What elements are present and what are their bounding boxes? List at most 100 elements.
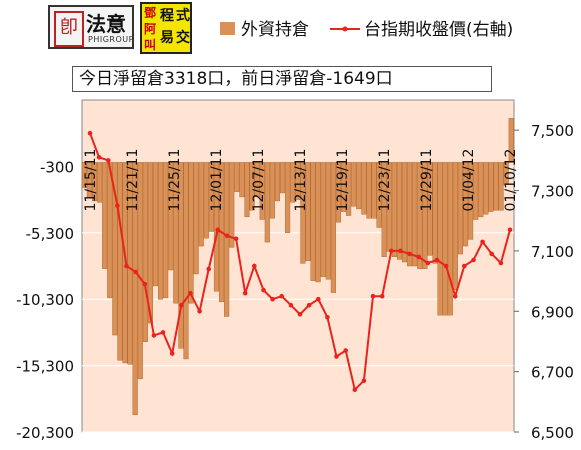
bar <box>178 162 184 349</box>
bar <box>325 162 331 280</box>
x-tick-label: 12/01/11 <box>209 149 225 212</box>
legend-bar-swatch <box>220 22 235 35</box>
price-point <box>160 330 166 335</box>
bar <box>310 162 316 281</box>
bar <box>158 162 164 300</box>
x-tick-label: 12/29/11 <box>419 149 435 212</box>
price-point <box>224 233 230 239</box>
price-point <box>133 269 138 275</box>
left-tick-label: -5,300 <box>26 225 74 243</box>
price-point <box>480 239 485 245</box>
legend-line-label: 台指期收盤價(右軸) <box>364 20 513 40</box>
legend-line-marker <box>342 26 348 32</box>
bar <box>315 162 321 283</box>
right-tick-label: 7,100 <box>531 243 574 261</box>
bar <box>81 162 87 188</box>
legend-bar-label: 外資持倉 <box>241 20 309 40</box>
price-point <box>407 251 412 257</box>
bar <box>127 162 133 365</box>
price-point <box>389 248 394 254</box>
bar <box>381 162 387 257</box>
price-point <box>452 293 458 299</box>
price-point <box>142 281 148 287</box>
right-tick-label: 6,700 <box>531 364 574 382</box>
bar <box>335 162 341 223</box>
bar <box>488 162 494 212</box>
bar <box>452 162 458 291</box>
bar <box>366 162 372 219</box>
bar <box>280 162 286 194</box>
bar <box>401 162 408 263</box>
bar <box>264 162 270 243</box>
price-point <box>471 257 476 263</box>
bar <box>371 162 377 219</box>
bar <box>86 162 92 199</box>
price-point <box>352 387 358 393</box>
bar <box>437 162 443 316</box>
left-tick-label: -300 <box>40 158 74 176</box>
price-point <box>261 287 266 293</box>
bar <box>468 162 474 240</box>
price-point <box>462 263 467 269</box>
bar <box>493 162 499 211</box>
legend: 外資持倉 台指期收盤價(右軸) <box>220 20 513 40</box>
bar <box>107 162 113 299</box>
bar <box>269 162 275 219</box>
x-tick-labels: 11/15/11 11/21/11 11/25/11 12/01/11 12/07/11… <box>83 149 519 212</box>
logo-char: 程 <box>160 8 174 24</box>
price-point <box>306 302 312 308</box>
bar <box>356 162 362 210</box>
left-tick-label: -20,300 <box>16 424 74 442</box>
bar <box>361 162 367 215</box>
bar <box>508 118 514 163</box>
bar <box>163 162 169 299</box>
bar <box>259 162 265 220</box>
price-point <box>316 296 321 302</box>
bar <box>391 162 397 257</box>
bar <box>137 162 143 380</box>
price-point <box>288 302 294 308</box>
price-point <box>87 130 93 136</box>
bar <box>478 162 484 218</box>
bar <box>188 162 194 304</box>
price-point <box>242 290 248 296</box>
bar <box>213 162 220 292</box>
right-tick-label: 6,500 <box>531 424 574 442</box>
bar <box>285 162 291 233</box>
x-tick-label: 11/21/11 <box>125 149 141 212</box>
bar <box>432 162 438 264</box>
right-tick-label: 7,500 <box>531 122 574 140</box>
bar <box>300 162 306 264</box>
price-point <box>325 315 330 320</box>
price-point <box>343 348 349 353</box>
bar <box>234 162 240 192</box>
x-tick-label: 01/04/12 <box>461 149 477 212</box>
logo-char: 阿 <box>144 22 157 36</box>
price-point <box>197 309 202 314</box>
price-point <box>151 333 157 338</box>
bar <box>249 162 255 211</box>
bar <box>239 162 245 198</box>
price-point <box>179 302 184 308</box>
price-point <box>233 236 239 242</box>
bar <box>351 162 357 207</box>
bar <box>102 162 108 269</box>
bar <box>112 162 118 336</box>
price-point <box>215 227 221 233</box>
price-point <box>398 248 403 254</box>
x-tick-label: 12/23/11 <box>377 149 393 212</box>
bar <box>427 162 433 256</box>
bar <box>462 162 469 247</box>
x-tick-label: 12/19/11 <box>335 149 351 212</box>
bar <box>152 162 159 287</box>
bar <box>193 162 199 275</box>
price-point <box>507 227 513 233</box>
bar <box>346 162 352 216</box>
bar <box>168 162 174 271</box>
bar <box>407 162 413 267</box>
price-point <box>297 312 303 317</box>
price-point <box>489 251 495 257</box>
bar <box>320 162 326 277</box>
price-point <box>379 293 385 299</box>
line-series <box>87 130 513 393</box>
